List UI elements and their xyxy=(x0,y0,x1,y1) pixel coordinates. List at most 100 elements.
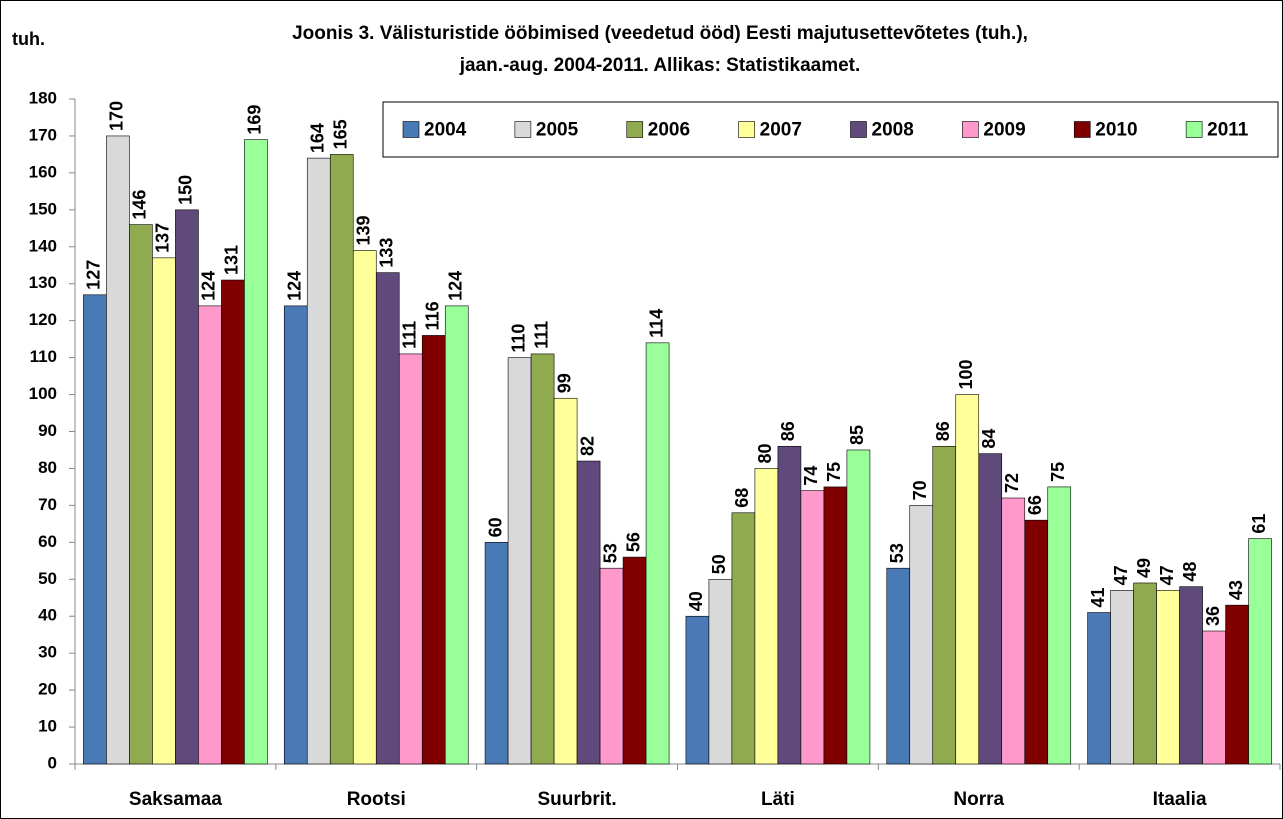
data-label: 86 xyxy=(778,421,798,441)
data-label: 49 xyxy=(1134,558,1154,578)
bar xyxy=(1248,538,1272,765)
y-axis-label: tuh. xyxy=(12,29,45,49)
bar xyxy=(886,567,911,765)
bar xyxy=(129,224,153,765)
data-label: 75 xyxy=(1048,462,1068,482)
data-label: 43 xyxy=(1226,580,1246,600)
legend-label: 2004 xyxy=(424,120,467,141)
data-label: 116 xyxy=(423,301,443,330)
y-tick-label: 120 xyxy=(29,310,57,329)
y-tick-label: 150 xyxy=(29,199,57,218)
bar xyxy=(444,305,469,765)
bar xyxy=(754,468,779,765)
y-tick-label: 40 xyxy=(38,606,57,625)
x-tick-label: Rootsi xyxy=(347,789,406,810)
bar xyxy=(800,490,825,765)
bar xyxy=(484,542,509,765)
data-label: 86 xyxy=(933,421,953,441)
data-label: 60 xyxy=(485,517,505,537)
bar xyxy=(507,357,532,765)
bar xyxy=(421,335,446,765)
bar xyxy=(846,449,871,765)
legend-swatch xyxy=(738,121,755,138)
bar xyxy=(352,250,377,765)
y-tick-label: 110 xyxy=(30,347,57,366)
bar xyxy=(978,453,1003,765)
legend-swatch xyxy=(514,121,532,138)
data-label: 84 xyxy=(979,429,999,449)
bar xyxy=(398,353,423,765)
bar xyxy=(1047,486,1072,765)
data-label: 164 xyxy=(308,123,328,153)
data-label: 41 xyxy=(1088,587,1108,607)
bar xyxy=(175,209,199,765)
data-label: 137 xyxy=(153,223,173,253)
data-label: 36 xyxy=(1203,606,1223,626)
data-label: 169 xyxy=(245,105,265,135)
data-label: 127 xyxy=(84,260,104,290)
legend-box xyxy=(382,101,1279,158)
bar xyxy=(83,294,107,765)
data-label: 111 xyxy=(531,321,551,349)
data-label: 75 xyxy=(824,462,844,482)
bar xyxy=(909,505,934,765)
bar xyxy=(1202,630,1226,765)
x-tick-label: Suurbrit. xyxy=(537,789,616,810)
legend-label: 2005 xyxy=(536,120,579,141)
bar xyxy=(530,353,555,765)
y-tick-label: 20 xyxy=(38,680,57,699)
bar xyxy=(622,556,647,765)
data-label: 80 xyxy=(755,443,775,463)
x-tick-label: Norra xyxy=(953,789,1004,810)
bar xyxy=(685,615,710,765)
y-tick-label: 10 xyxy=(38,717,57,736)
data-label: 74 xyxy=(801,466,821,486)
bar xyxy=(306,157,331,765)
data-label: 56 xyxy=(623,532,643,552)
bar xyxy=(645,342,670,765)
bar xyxy=(932,445,957,765)
data-label: 50 xyxy=(709,554,729,574)
legend-label: 2007 xyxy=(760,120,802,141)
bar xyxy=(576,460,601,765)
data-label: 72 xyxy=(1002,473,1022,493)
data-label: 66 xyxy=(1025,495,1045,515)
legend-swatch xyxy=(402,121,420,138)
y-tick-label: 50 xyxy=(38,569,57,588)
data-label: 124 xyxy=(446,271,466,301)
data-label: 99 xyxy=(554,373,574,393)
bar xyxy=(1024,519,1049,765)
data-label: 53 xyxy=(600,543,620,563)
bar xyxy=(221,279,245,765)
legend-label: 2008 xyxy=(872,120,914,141)
y-tick-label: 100 xyxy=(29,384,57,403)
bar xyxy=(283,305,308,765)
legend-swatch xyxy=(1185,121,1203,138)
y-tick-label: 30 xyxy=(38,643,57,662)
data-label: 165 xyxy=(331,119,351,149)
data-label: 48 xyxy=(1180,562,1200,582)
bar xyxy=(375,272,400,765)
bar xyxy=(1156,590,1180,765)
x-tick-label: Saksamaa xyxy=(129,789,222,810)
legend-swatch xyxy=(850,121,867,138)
data-label: 150 xyxy=(176,175,196,205)
bar xyxy=(198,305,222,765)
data-label: 110 xyxy=(508,324,528,353)
y-tick-label: 140 xyxy=(29,236,57,255)
data-label: 114 xyxy=(646,309,666,338)
data-label: 139 xyxy=(354,215,374,245)
chart-title: Joonis 3. Välisturistide ööbimised (veed… xyxy=(292,23,1028,44)
bar xyxy=(599,567,624,765)
y-tick-label: 90 xyxy=(38,421,57,440)
bar xyxy=(1001,497,1026,765)
legend-swatch xyxy=(626,121,644,138)
data-label: 124 xyxy=(285,271,305,301)
bar xyxy=(708,578,733,765)
legend-label: 2010 xyxy=(1095,120,1137,141)
bar xyxy=(329,154,354,765)
bar xyxy=(731,512,756,765)
data-label: 68 xyxy=(732,488,752,508)
data-label: 61 xyxy=(1249,514,1269,534)
data-label: 47 xyxy=(1111,565,1131,585)
